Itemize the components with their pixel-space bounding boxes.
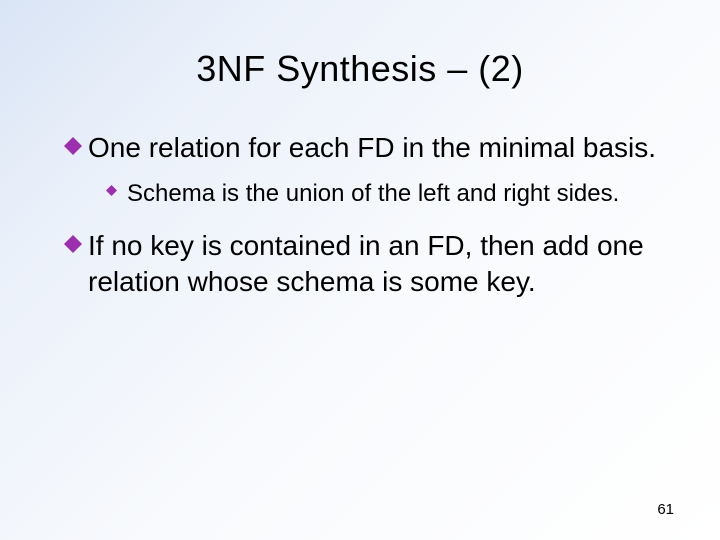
slide-content: One relation for each FD in the minimal … — [0, 90, 720, 300]
page-number: 61 — [657, 501, 674, 518]
bullet-level1: One relation for each FD in the minimal … — [64, 130, 672, 166]
slide-title: 3NF Synthesis – (2) — [0, 0, 720, 90]
diamond-icon — [64, 137, 82, 155]
bullet-text: Schema is the union of the left and righ… — [127, 178, 619, 209]
slide: 3NF Synthesis – (2) One relation for eac… — [0, 0, 720, 540]
bullet-text: If no key is contained in an FD, then ad… — [88, 228, 672, 301]
bullet-level2: Schema is the union of the left and righ… — [106, 178, 672, 209]
bullet-text: One relation for each FD in the minimal … — [88, 130, 656, 166]
small-diamond-icon — [106, 185, 117, 196]
bullet-level1: If no key is contained in an FD, then ad… — [64, 228, 672, 301]
diamond-icon — [64, 235, 82, 253]
